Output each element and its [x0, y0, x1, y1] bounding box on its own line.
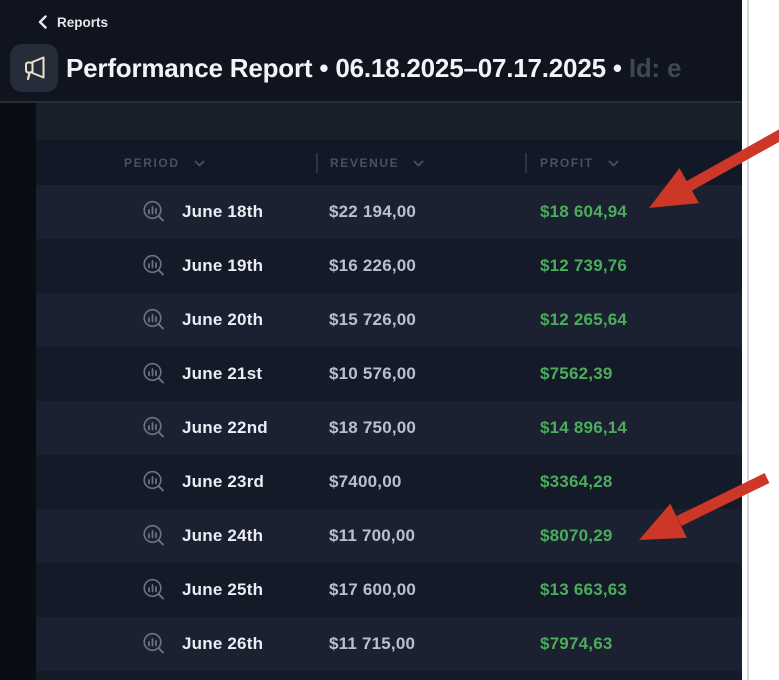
title-separator-2: •: [612, 53, 622, 83]
profit-cell: $7562,39: [540, 364, 613, 383]
revenue-cell: $10 576,00: [329, 364, 417, 383]
sort-chevron-icon: [194, 160, 205, 166]
title-report-id: Id: e: [628, 53, 682, 83]
period-cell: June 19th: [182, 256, 264, 275]
period-cell: June 23rd: [182, 472, 265, 491]
chart-magnifier-icon[interactable]: [141, 523, 167, 549]
column-label-revenue: REVENUE: [330, 156, 400, 170]
revenue-cell: $22 194,00: [329, 202, 417, 221]
chart-magnifier-icon[interactable]: [141, 577, 167, 603]
column-divider: [525, 153, 527, 173]
period-cell: June 18th: [182, 202, 264, 221]
title-main: Performance Report: [66, 53, 313, 83]
top-bar: Reports Performance Report • 06.18.2025–…: [0, 0, 742, 101]
period-cell: June 21st: [182, 364, 263, 383]
chart-magnifier-icon[interactable]: [141, 253, 167, 279]
chart-magnifier-icon[interactable]: [141, 631, 167, 657]
profit-cell: $18 604,94: [540, 202, 628, 221]
revenue-cell: $11 715,00: [329, 634, 416, 653]
period-cell: June 24th: [182, 526, 264, 545]
revenue-cell: $18 750,00: [329, 418, 417, 437]
table-row[interactable]: June 19th $16 226,00 $12 739,76: [36, 239, 742, 293]
profit-cell: $7974,63: [540, 634, 613, 653]
table-header-row: PERIOD REVENUE PROFIT: [36, 140, 742, 186]
revenue-cell: $15 726,00: [329, 310, 417, 329]
table-row[interactable]: June 22nd $18 750,00 $14 896,14: [36, 401, 742, 455]
table-row[interactable]: June 20th $15 726,00 $12 265,64: [36, 293, 742, 347]
table-row[interactable]: June 25th $17 600,00 $13 663,63: [36, 563, 742, 617]
table-toolbar-band: [36, 103, 742, 140]
next-row-sliver: [36, 671, 742, 680]
breadcrumb-back[interactable]: Reports: [38, 12, 108, 32]
column-header-period[interactable]: PERIOD: [124, 156, 205, 170]
sort-chevron-icon: [413, 160, 424, 166]
period-cell: June 20th: [182, 310, 264, 329]
column-label-profit: PROFIT: [540, 156, 594, 170]
column-header-profit[interactable]: PROFIT: [540, 156, 619, 170]
profit-cell: $8070,29: [540, 526, 613, 545]
period-cell: June 25th: [182, 580, 264, 599]
period-cell: June 26th: [182, 634, 264, 653]
table-row[interactable]: June 18th $22 194,00 $18 604,94: [36, 185, 742, 239]
chart-magnifier-icon[interactable]: [141, 469, 167, 495]
window-edge-line: [747, 0, 749, 680]
table-row[interactable]: June 24th $11 700,00 $8070,29: [36, 509, 742, 563]
breadcrumb-label: Reports: [57, 14, 109, 30]
chart-magnifier-icon[interactable]: [141, 199, 167, 225]
table-row[interactable]: June 21st $10 576,00 $7562,39: [36, 347, 742, 401]
profit-cell: $14 896,14: [540, 418, 628, 437]
app-window: Reports Performance Report • 06.18.2025–…: [0, 0, 742, 680]
table-row[interactable]: June 26th $11 715,00 $7974,63: [36, 617, 742, 671]
sort-chevron-icon: [608, 160, 619, 166]
megaphone-icon: [25, 56, 45, 81]
column-header-revenue[interactable]: REVENUE: [330, 156, 424, 170]
revenue-cell: $11 700,00: [329, 526, 416, 545]
title-separator-1: •: [319, 53, 329, 83]
report-table: PERIOD REVENUE PROFIT: [36, 103, 742, 680]
column-divider: [316, 153, 318, 173]
chart-magnifier-icon[interactable]: [141, 361, 167, 387]
revenue-cell: $17 600,00: [329, 580, 417, 599]
profit-cell: $13 663,63: [540, 580, 628, 599]
back-chevron-icon: [38, 15, 47, 29]
profit-cell: $12 739,76: [540, 256, 628, 275]
topbar-divider: [0, 101, 742, 103]
left-edge-strip: [0, 103, 36, 680]
table-row[interactable]: June 23rd $7400,00 $3364,28: [36, 455, 742, 509]
report-icon-box: [10, 44, 58, 92]
revenue-cell: $16 226,00: [329, 256, 417, 275]
column-label-period: PERIOD: [124, 156, 180, 170]
chart-magnifier-icon[interactable]: [141, 307, 167, 333]
chart-magnifier-icon[interactable]: [141, 415, 167, 441]
title-date-range: 06.18.2025–07.17.2025: [335, 53, 606, 83]
page-title: Performance Report • 06.18.2025–07.17.20…: [66, 53, 742, 84]
period-cell: June 22nd: [182, 418, 268, 437]
profit-cell: $12 265,64: [540, 310, 628, 329]
table-body: June 18th $22 194,00 $18 604,94 June 19t…: [36, 185, 742, 671]
profit-cell: $3364,28: [540, 472, 613, 491]
revenue-cell: $7400,00: [329, 472, 402, 491]
